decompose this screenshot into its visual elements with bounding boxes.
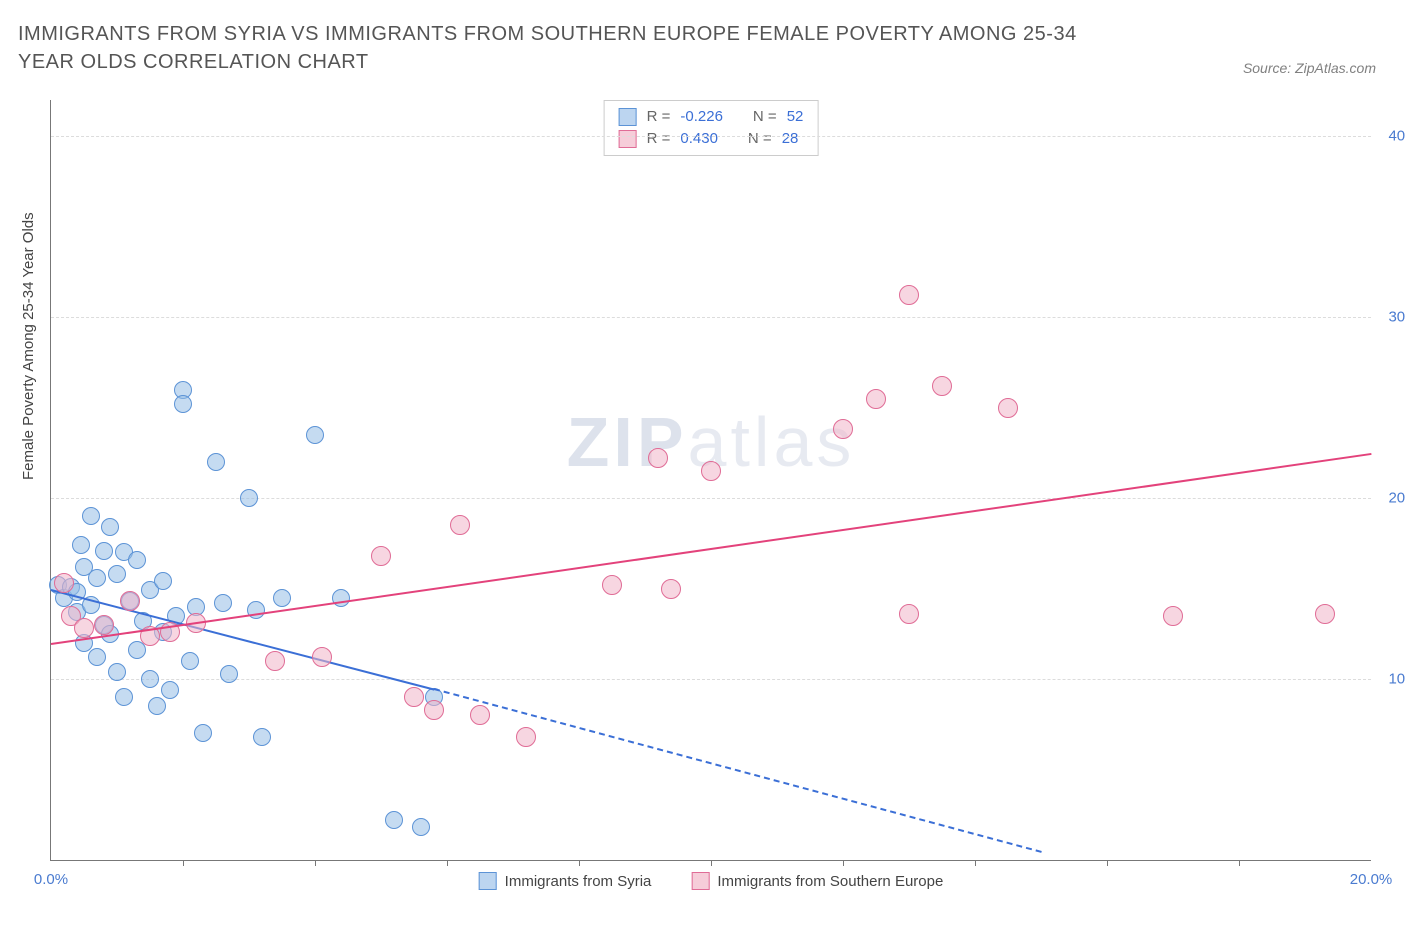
n-label: N = [748, 128, 772, 150]
data-point [161, 681, 179, 699]
data-point [148, 697, 166, 715]
data-point [306, 426, 324, 444]
data-point [94, 615, 114, 635]
swatch-syria-icon [479, 872, 497, 890]
data-point [120, 591, 140, 611]
data-point [88, 569, 106, 587]
gridline [51, 136, 1371, 137]
data-point [385, 811, 403, 829]
data-point [214, 594, 232, 612]
data-point [253, 728, 271, 746]
swatch-southern-europe [619, 130, 637, 148]
data-point [74, 618, 94, 638]
r-label: R = [647, 128, 671, 150]
data-point [247, 601, 265, 619]
data-point [470, 705, 490, 725]
data-point [899, 285, 919, 305]
data-point [833, 419, 853, 439]
x-tick-mark [1239, 860, 1240, 866]
data-point [240, 489, 258, 507]
data-point [516, 727, 536, 747]
data-point [181, 652, 199, 670]
swatch-syria [619, 108, 637, 126]
data-point [998, 398, 1018, 418]
x-tick-mark [843, 860, 844, 866]
data-point [866, 389, 886, 409]
data-point [101, 518, 119, 536]
series-legend-se: Immigrants from Southern Europe [691, 872, 943, 890]
x-tick-label-max: 20.0% [1350, 871, 1393, 888]
y-tick-label: 20.0% [1388, 490, 1406, 507]
series-label-se: Immigrants from Southern Europe [717, 873, 943, 890]
data-point [95, 542, 113, 560]
x-tick-mark [1107, 860, 1108, 866]
data-point [648, 448, 668, 468]
data-point [128, 551, 146, 569]
trend-line-dashed [434, 688, 1042, 853]
legend-row-southern-europe: R = 0.430 N = 28 [619, 128, 804, 150]
data-point [108, 565, 126, 583]
data-point [424, 700, 444, 720]
gridline [51, 317, 1371, 318]
series-legend: Immigrants from Syria Immigrants from So… [479, 872, 944, 890]
gridline [51, 679, 1371, 680]
n-value-se: 28 [782, 128, 799, 150]
r-value-se: 0.430 [680, 128, 718, 150]
data-point [82, 507, 100, 525]
data-point [115, 688, 133, 706]
data-point [273, 589, 291, 607]
n-value-syria: 52 [787, 106, 804, 128]
data-point [72, 536, 90, 554]
x-tick-mark [975, 860, 976, 866]
r-value-syria: -0.226 [680, 106, 723, 128]
data-point [1163, 606, 1183, 626]
scatter-plot-area: ZIPatlas R = -0.226 N = 52 R = 0.430 N =… [50, 100, 1371, 861]
data-point [128, 641, 146, 659]
data-point [141, 670, 159, 688]
data-point [108, 663, 126, 681]
swatch-se-icon [691, 872, 709, 890]
data-point [404, 687, 424, 707]
correlation-legend: R = -0.226 N = 52 R = 0.430 N = 28 [604, 100, 819, 156]
x-tick-mark [447, 860, 448, 866]
data-point [412, 818, 430, 836]
x-tick-mark [315, 860, 316, 866]
n-label: N = [753, 106, 777, 128]
y-tick-label: 40.0% [1388, 128, 1406, 145]
data-point [194, 724, 212, 742]
data-point [661, 579, 681, 599]
data-point [154, 572, 172, 590]
data-point [54, 573, 74, 593]
data-point [450, 515, 470, 535]
x-tick-mark [711, 860, 712, 866]
data-point [371, 546, 391, 566]
data-point [701, 461, 721, 481]
series-label-syria: Immigrants from Syria [505, 873, 652, 890]
data-point [312, 647, 332, 667]
y-tick-label: 30.0% [1388, 309, 1406, 326]
watermark-bold: ZIP [567, 403, 688, 481]
series-legend-syria: Immigrants from Syria [479, 872, 652, 890]
x-tick-mark [579, 860, 580, 866]
x-tick-mark [183, 860, 184, 866]
data-point [1315, 604, 1335, 624]
legend-row-syria: R = -0.226 N = 52 [619, 106, 804, 128]
y-tick-label: 10.0% [1388, 671, 1406, 688]
source-label: Source: ZipAtlas.com [1243, 60, 1376, 76]
chart-title: IMMIGRANTS FROM SYRIA VS IMMIGRANTS FROM… [18, 20, 1118, 76]
data-point [174, 395, 192, 413]
data-point [207, 453, 225, 471]
r-label: R = [647, 106, 671, 128]
data-point [88, 648, 106, 666]
data-point [899, 604, 919, 624]
data-point [932, 376, 952, 396]
data-point [265, 651, 285, 671]
y-axis-title: Female Poverty Among 25-34 Year Olds [20, 212, 37, 480]
data-point [602, 575, 622, 595]
x-tick-label-min: 0.0% [34, 871, 68, 888]
data-point [220, 665, 238, 683]
